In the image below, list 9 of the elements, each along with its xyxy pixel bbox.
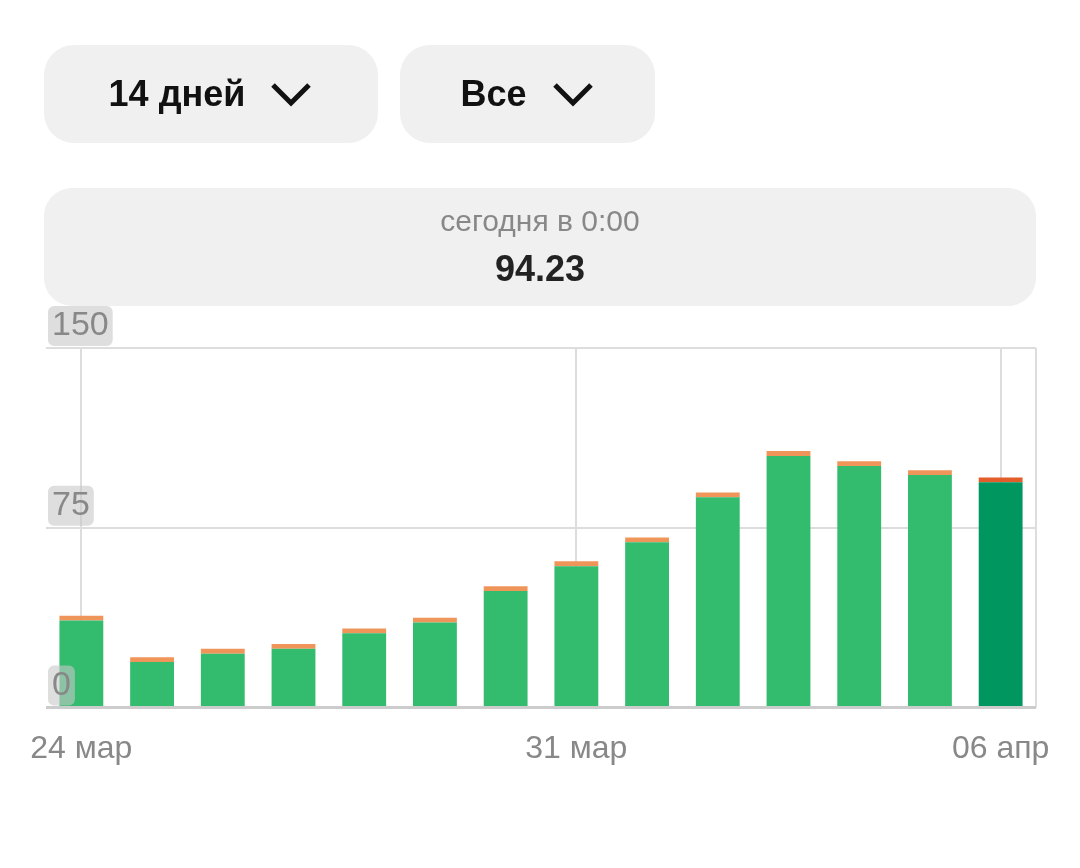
x-tick-label: 31 мар: [525, 728, 628, 765]
text: 14 дней: [108, 73, 246, 115]
text: 94.23: [493, 248, 587, 290]
x-tick-label: 24 мар: [30, 728, 133, 765]
x-tick-label: 06 апр: [951, 728, 1050, 765]
y-tick-label: 75: [52, 484, 90, 523]
text: Все: [460, 73, 527, 115]
text: сегодня в 0:00: [439, 204, 641, 238]
y-tick-label: 150: [52, 304, 109, 343]
